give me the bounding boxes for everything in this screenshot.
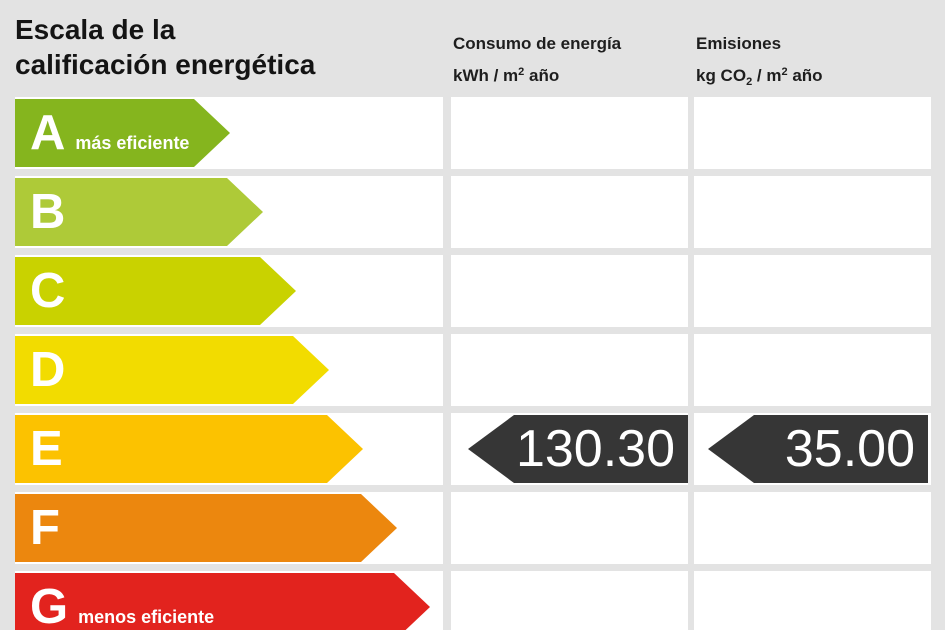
rating-note: más eficiente [75,133,190,153]
column-header-consumo-units: kWh / m2 año [453,66,560,85]
rating-letter: B [30,185,66,239]
rating-letter: G [30,580,69,630]
rating-arrow: G menos eficiente [15,573,430,630]
column-header-emisiones-units: kg CO2 / m2 año [696,66,823,88]
rating-arrow: B [15,178,263,246]
rating-letter: A [30,106,66,160]
column-header-consumo: Consumo de energía kWh / m2 año [453,30,621,90]
rating-letter: E [30,422,63,476]
rating-letter: C [30,264,66,318]
rating-arrow: C [15,257,296,325]
consumo-cell [451,571,688,630]
emisiones-cell [694,571,931,630]
consumo-cell [451,334,688,406]
rating-arrow: F [15,494,397,562]
rating-arrow: E [15,415,363,483]
consumo-cell [451,492,688,564]
page-title-line2: calificación energética [15,49,316,80]
page-title: Escala de la calificación energética [15,12,315,82]
rating-arrow: D [15,336,329,404]
emisiones-cell [694,334,931,406]
consumo-value-arrow: 130.30 [468,415,688,483]
emisiones-cell: 35.00 [694,413,931,485]
column-header-emisiones: Emisiones kg CO2 / m2 año [696,30,823,96]
rating-letter: F [30,501,60,555]
emisiones-value-arrow: 35.00 [708,415,928,483]
emisiones-cell [694,255,931,327]
consumo-value: 130.30 [515,420,675,478]
emisiones-cell [694,176,931,248]
rating-arrow: A más eficiente [15,99,230,167]
page-title-line1: Escala de la [15,14,176,45]
rating-note: menos eficiente [78,607,215,627]
emisiones-cell [694,97,931,169]
column-header-consumo-label: Consumo de energía [453,34,622,53]
emisiones-value: 35.00 [784,420,915,478]
consumo-cell: 130.30 [451,413,688,485]
consumo-cell [451,176,688,248]
consumo-cell [451,97,688,169]
column-header-emisiones-label: Emisiones [696,34,782,53]
rating-letter: D [30,343,66,397]
consumo-cell [451,255,688,327]
emisiones-cell [694,492,931,564]
